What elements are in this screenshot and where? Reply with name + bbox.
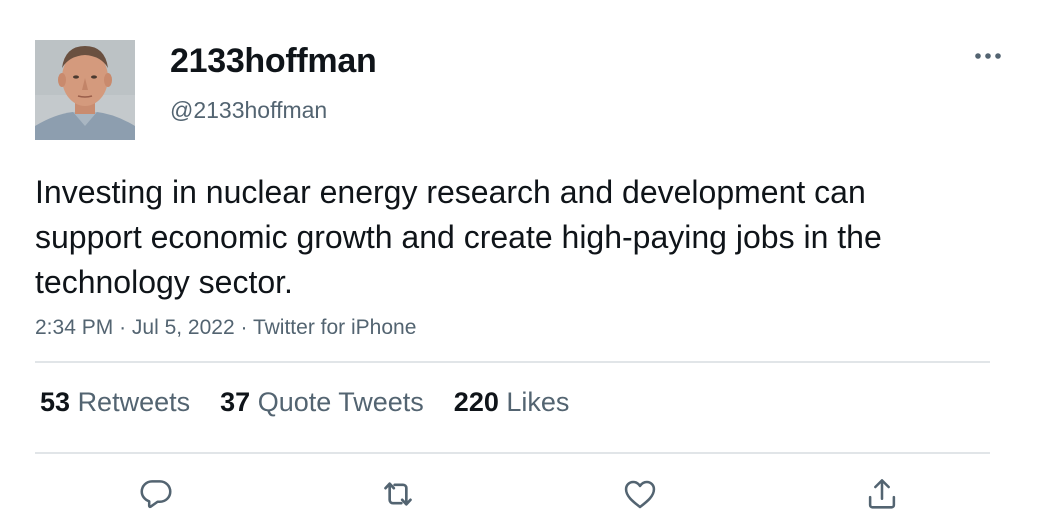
reply-button[interactable] [136,474,176,514]
quote-tweets-label: Quote Tweets [257,387,424,417]
likes-stat[interactable]: 220 Likes [454,387,570,418]
user-handle[interactable]: @2133hoffman [170,97,328,123]
likes-count: 220 [453,387,499,417]
retweets-label: Retweets [77,387,191,417]
divider [35,452,990,454]
reply-icon [140,480,172,509]
tweet-time[interactable]: 2:34 PM [35,316,114,339]
tweet-source[interactable]: Twitter for iPhone [252,316,417,339]
share-button[interactable] [862,474,902,514]
heart-icon [624,480,656,509]
like-button[interactable] [620,474,660,514]
share-icon [868,479,896,509]
quote-tweets-stat[interactable]: 37 Quote Tweets [220,387,424,418]
meta-separator: · [119,316,127,339]
meta-separator: · [240,316,248,339]
retweet-button[interactable] [378,474,418,514]
display-name[interactable]: 2133hoffman [170,42,377,80]
retweet-icon [384,482,412,506]
quote-tweets-count: 37 [220,387,251,417]
avatar[interactable] [35,40,135,140]
tweet-metadata: 2:34 PM · Jul 5, 2022 · Twitter for iPho… [35,316,416,340]
more-options-button[interactable] [966,40,1010,72]
tweet-date[interactable]: Jul 5, 2022 [131,316,235,339]
tweet-text: Investing in nuclear energy research and… [35,174,882,300]
divider [35,361,990,363]
retweets-stat[interactable]: 53 Retweets [40,387,190,418]
likes-label: Likes [506,387,570,417]
avatar-photo [35,40,135,140]
more-icon [975,53,1001,59]
retweets-count: 53 [40,387,71,417]
tweet-stats: 53 Retweets 37 Quote Tweets 220 Likes [40,387,599,418]
